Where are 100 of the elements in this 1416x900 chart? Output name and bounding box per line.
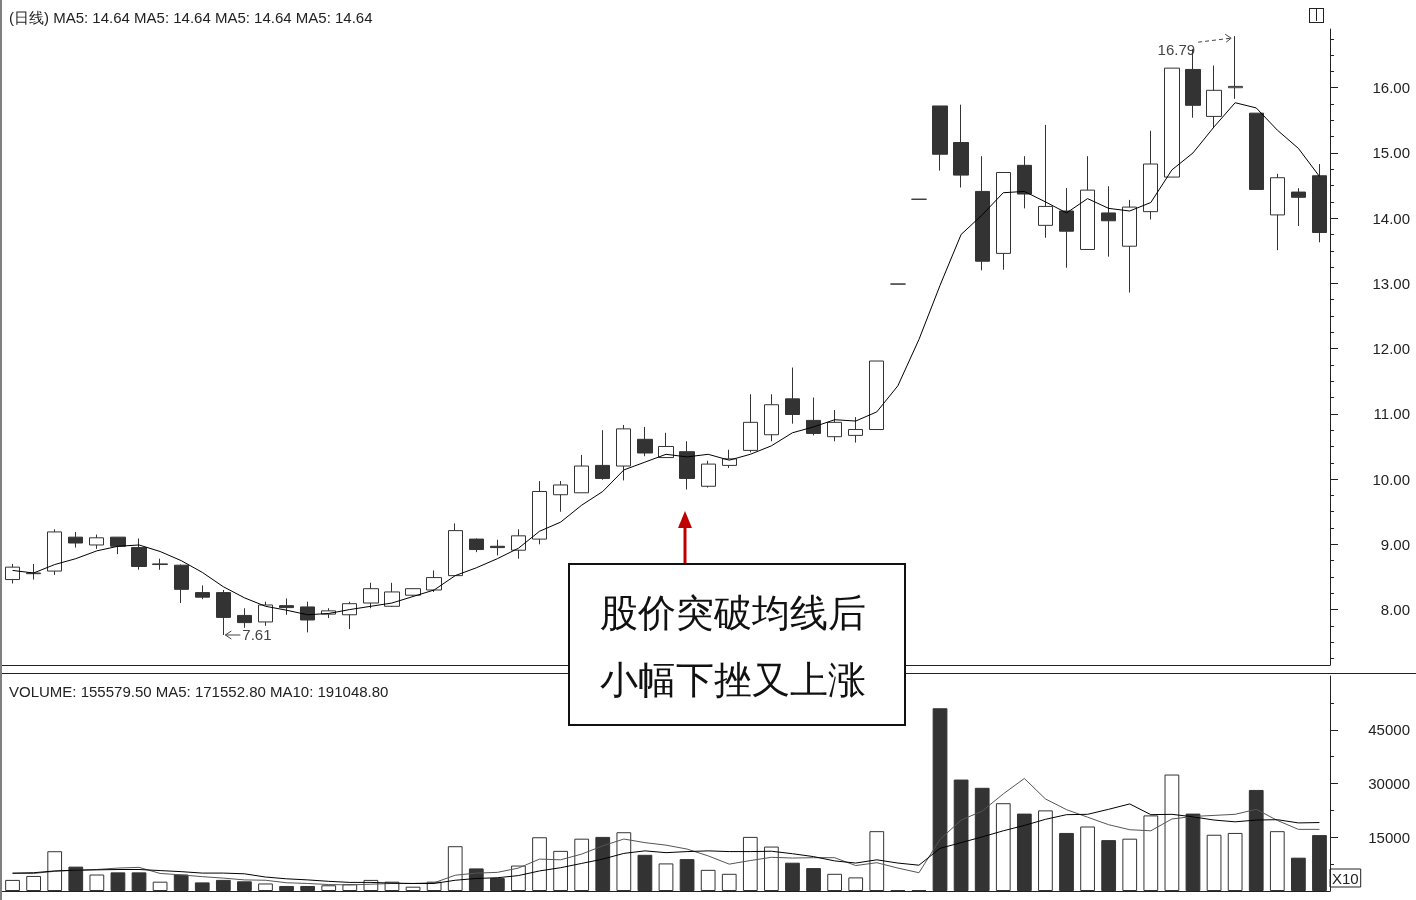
bar bbox=[658, 863, 674, 891]
candlestick bbox=[616, 424, 631, 481]
candlestick bbox=[1017, 155, 1032, 209]
candlestick bbox=[553, 480, 568, 513]
candlestick bbox=[47, 528, 62, 576]
candlestick bbox=[1038, 124, 1053, 239]
y-tick-label: 10.00 bbox=[1372, 470, 1410, 488]
candlestick bbox=[1059, 187, 1074, 269]
bar bbox=[489, 878, 505, 891]
candlestick bbox=[216, 589, 231, 636]
candlestick bbox=[806, 397, 821, 436]
y-tick-label: 30000 bbox=[1368, 775, 1410, 792]
bar bbox=[1164, 774, 1180, 891]
candlestick bbox=[1291, 187, 1306, 227]
bar bbox=[279, 885, 294, 891]
candlestick bbox=[490, 539, 505, 556]
candlestick bbox=[595, 429, 610, 481]
candlestick bbox=[1270, 173, 1285, 251]
candlestick bbox=[1143, 130, 1158, 220]
y-tick-label: 8.00 bbox=[1380, 601, 1410, 619]
candlestick bbox=[848, 416, 863, 444]
bar bbox=[1016, 813, 1032, 891]
candlestick bbox=[975, 155, 990, 271]
bar bbox=[974, 787, 990, 891]
candlestick bbox=[131, 537, 147, 571]
bar bbox=[1312, 835, 1327, 891]
bar bbox=[679, 859, 695, 891]
candlestick bbox=[258, 601, 273, 627]
candlestick bbox=[448, 522, 463, 577]
candlestick bbox=[1312, 163, 1327, 243]
bar bbox=[742, 836, 758, 891]
y-tick-label: 12.00 bbox=[1372, 340, 1410, 358]
line-series bbox=[12, 803, 1320, 884]
candlestick bbox=[511, 528, 526, 560]
y-tick-label: 14.00 bbox=[1372, 209, 1410, 227]
bar bbox=[237, 881, 252, 891]
y-tick-label: 13.00 bbox=[1372, 274, 1410, 292]
bar bbox=[932, 708, 948, 891]
candlestick bbox=[68, 531, 83, 549]
bar bbox=[700, 869, 716, 891]
bar bbox=[1269, 831, 1285, 891]
candlestick bbox=[1206, 65, 1222, 129]
bar bbox=[405, 886, 421, 891]
bar bbox=[321, 885, 337, 891]
bar bbox=[848, 877, 864, 891]
candlestick bbox=[785, 367, 800, 425]
bar bbox=[1291, 857, 1306, 891]
y-tick-label: 16.00 bbox=[1372, 79, 1410, 97]
y-tick-label: 15.00 bbox=[1372, 144, 1410, 162]
bar bbox=[953, 779, 969, 891]
candlestick bbox=[764, 393, 779, 442]
candlestick bbox=[405, 587, 421, 597]
bar bbox=[532, 837, 547, 891]
bar bbox=[637, 854, 653, 891]
bar bbox=[47, 851, 63, 891]
candlestick bbox=[1080, 155, 1095, 250]
bar bbox=[194, 882, 210, 891]
bar bbox=[785, 862, 800, 891]
bar bbox=[869, 831, 885, 891]
bar bbox=[995, 803, 1011, 891]
candlestick bbox=[1164, 67, 1180, 178]
bar bbox=[721, 873, 737, 891]
bar bbox=[827, 873, 843, 891]
bar bbox=[447, 846, 463, 891]
candlestick bbox=[1249, 112, 1264, 190]
bar bbox=[131, 872, 147, 891]
candlestick bbox=[574, 454, 589, 494]
y-tick-label: 11.00 bbox=[1373, 405, 1410, 423]
bar bbox=[258, 883, 273, 891]
bar bbox=[300, 885, 316, 891]
candlestick bbox=[195, 584, 210, 600]
bar bbox=[553, 850, 568, 891]
candlestick bbox=[1101, 185, 1116, 258]
bar bbox=[764, 846, 779, 891]
annotation: 16.79 bbox=[1157, 40, 1196, 58]
y-tick-label: 45000 bbox=[1368, 721, 1410, 739]
bar bbox=[806, 868, 821, 891]
bar bbox=[1038, 810, 1053, 891]
bar bbox=[1122, 838, 1138, 891]
candlestick bbox=[279, 597, 294, 616]
y-axis-title: X10 bbox=[1332, 869, 1359, 887]
candlestick bbox=[743, 393, 758, 453]
bar bbox=[68, 866, 84, 891]
bar bbox=[1185, 813, 1201, 891]
bar bbox=[215, 879, 231, 891]
candlestick bbox=[827, 409, 842, 442]
candlestick bbox=[532, 480, 547, 545]
candlestick bbox=[1122, 199, 1137, 294]
bar bbox=[574, 838, 590, 891]
chart-title: VOLUME: 155579.50 MA5: 171552.80 MA10: 191048.80 bbox=[9, 683, 389, 700]
candlestick bbox=[469, 537, 484, 553]
bar bbox=[595, 836, 611, 891]
bar bbox=[1059, 832, 1074, 891]
bar bbox=[1248, 789, 1264, 891]
candlestick bbox=[932, 105, 948, 172]
candlestick bbox=[237, 607, 252, 629]
bar bbox=[1206, 834, 1222, 891]
annotation: 7.61 bbox=[242, 626, 272, 644]
candlestick bbox=[5, 563, 20, 584]
candlestick bbox=[110, 536, 126, 555]
